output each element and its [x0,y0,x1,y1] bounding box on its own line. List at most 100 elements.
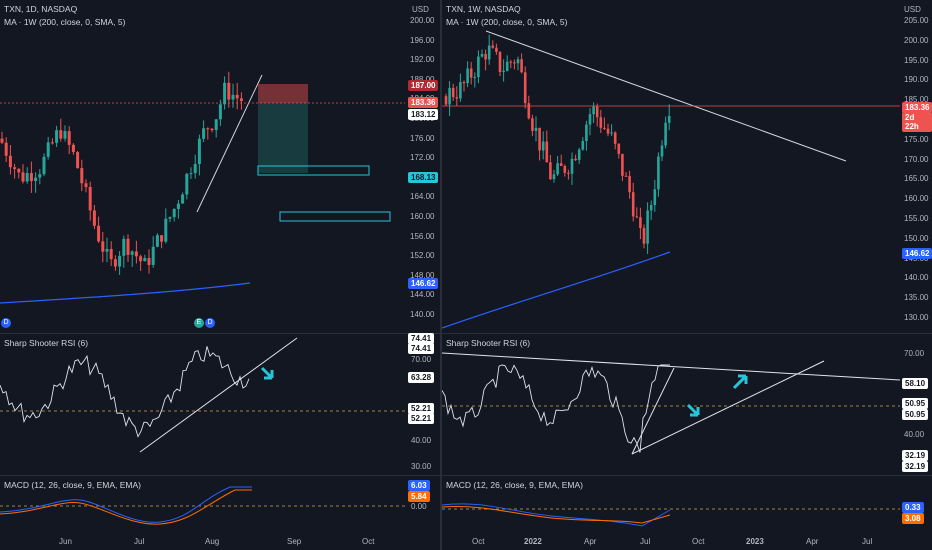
left-candle-body [126,238,130,255]
left-price-tick: 172.00 [410,153,435,163]
left-candle-body [197,138,201,165]
left-candle-body [92,210,96,226]
right-candle-body [466,68,469,84]
left-symbol-title[interactable]: TXN, 1D, NASDAQ [4,4,78,14]
right-rsi-tag: 32.19 [902,450,929,461]
right-candle-body [484,54,487,60]
right-rsi-tag: 50.95 [902,398,929,409]
right-macd-legend: MACD (12, 26, close, 9, EMA, EMA) [446,480,583,490]
left-chart-panel[interactable]: TXN, 1D, NASDAQ MA · 1W (200, close, 0, … [0,0,440,550]
right-candle-body [664,122,667,146]
left-dividend-badge-2[interactable]: D [205,318,215,328]
panel-divider[interactable] [440,0,442,550]
left-earnings-badge[interactable]: E [194,318,204,328]
left-candle-body [118,255,122,267]
left-price-tick: 156.00 [410,231,435,241]
left-price-tick: 152.00 [410,251,435,261]
left-signal-tag: 5.84 [408,491,430,502]
right-time-tick: Apr [584,537,597,546]
left-price-tick: 164.00 [410,192,435,202]
right-candle-body [559,163,563,166]
left-price-tick: 144.00 [410,290,435,300]
right-candle-body [552,174,556,180]
right-chart-panel[interactable]: TXN, 1W, NASDAQ MA · 1W (200, close, 0, … [442,0,932,550]
left-time-tick: Aug [205,537,220,546]
right-rsi-line [442,364,670,453]
right-rsi-title[interactable]: Sharp Shooter RSI (6) [446,338,531,348]
left-candle-body [109,248,113,260]
right-candle-body [631,192,635,217]
right-candle-body [455,97,459,99]
right-signal-tag: 3.08 [902,513,924,524]
right-candle-body [523,72,527,104]
right-macd-tag: 0.33 [902,502,924,513]
left-candle-body [76,152,80,169]
right-candle-body [469,68,473,78]
left-candle-body [29,173,33,182]
left-candle-body [122,238,126,256]
right-price-tick: 170.00 [904,154,929,164]
left-main-svg[interactable] [0,0,440,550]
right-candle-body [516,59,520,64]
left-price-tick: 200.00 [410,16,435,25]
right-time-tick: Jul [640,537,651,546]
left-candle-body [113,259,117,267]
left-target-tag: 187.00 [408,80,439,91]
right-candle-body [534,127,538,131]
right-ma-label[interactable]: MA · 1W (200, close, 0, SMA, 5) [446,17,568,27]
left-rsi-tag: 52.21 [408,413,435,424]
right-rsi-divider[interactable] [442,333,932,334]
left-macd-title[interactable]: MACD (12, 26, close, 9, EMA, EMA) [4,480,141,490]
left-ma-tag: 146.62 [408,278,439,289]
right-main-svg[interactable] [442,0,932,550]
left-last-price-tag: 183.36 [408,97,439,108]
right-price-tick: 150.00 [904,233,929,243]
left-candle-body [38,174,42,178]
left-candle-body [42,156,46,175]
right-candle-body [595,106,599,118]
right-candle-body [653,189,657,206]
right-candle-body [502,70,505,72]
right-signal-line [442,505,671,524]
right-candle-body [660,145,664,157]
right-price-tick: 190.00 [904,75,929,85]
left-rsi-title[interactable]: Sharp Shooter RSI (6) [4,338,89,348]
right-time-tick: Oct [472,537,485,546]
left-dividend-badge-1[interactable]: D [1,318,11,328]
left-candle-body [139,256,143,262]
right-legend: TXN, 1W, NASDAQ MA · 1W (200, close, 0, … [446,4,567,27]
left-candle-body [105,248,109,252]
right-time-tick: 2022 [524,537,542,546]
right-candle-body [498,51,502,72]
left-candle-body [202,128,206,139]
left-candle-body [151,246,155,265]
right-price-tick: 175.00 [904,134,929,144]
right-candle-body [541,141,545,151]
right-time-tick: Apr [806,537,819,546]
left-legend: TXN, 1D, NASDAQ MA · 1W (200, close, 0, … [4,4,125,27]
left-macd-divider[interactable] [0,475,440,476]
right-macd-divider[interactable] [442,475,932,476]
left-price-tick: 192.00 [410,55,435,65]
right-candle-body [624,175,628,177]
right-rsi-axis: 70.00 [904,349,925,358]
left-candle-body [214,119,218,131]
right-macd-title[interactable]: MACD (12, 26, close, 9, EMA, EMA) [446,480,583,490]
right-candle-body [617,143,621,154]
left-time-tick: Jun [59,537,72,546]
left-rsi-divider[interactable] [0,333,440,334]
right-candle-body [592,106,595,115]
right-symbol-title[interactable]: TXN, 1W, NASDAQ [446,4,521,14]
right-time-tick: Jul [862,537,873,546]
right-price-tick: 130.00 [904,313,929,322]
left-ma-label[interactable]: MA · 1W (200, close, 0, SMA, 5) [4,17,126,27]
right-price-tick: 195.00 [904,55,929,65]
left-price-tick: 176.00 [410,133,435,143]
right-candle-body [527,103,531,119]
left-candle-body [50,142,54,144]
right-candle-body [563,165,567,173]
left-candle-body [193,164,197,174]
left-price-tick: 188.00 [410,75,434,84]
right-candle-body [581,141,585,150]
right-candle-body [480,54,484,57]
